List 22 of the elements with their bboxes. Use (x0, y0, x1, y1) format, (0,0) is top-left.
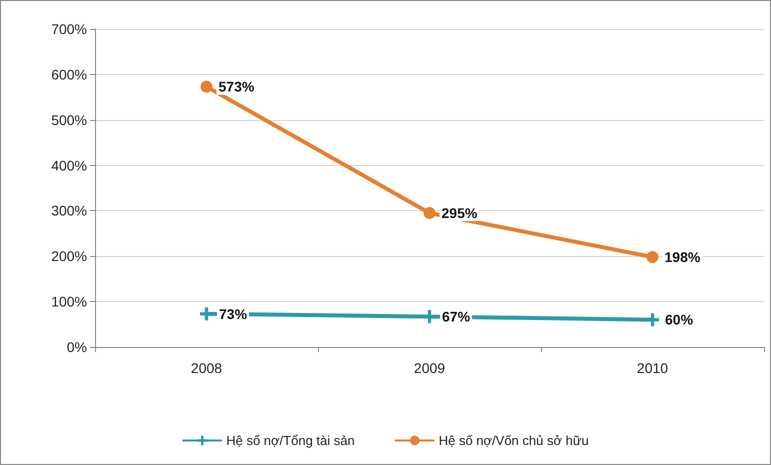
y-tick-label: 600% (51, 66, 87, 82)
data-label: 198% (664, 249, 701, 266)
x-tick-label: 2009 (414, 360, 446, 376)
y-tick-label: 400% (51, 157, 87, 174)
point (424, 206, 436, 219)
y-tick-label: 500% (51, 112, 87, 128)
data-label: 573% (218, 78, 255, 95)
x-tick-label: 2008 (190, 360, 222, 376)
x-tick-label: 2010 (636, 360, 668, 376)
data-label: 73% (219, 306, 248, 322)
point (646, 251, 658, 264)
y-tick-label: 200% (51, 248, 87, 264)
point (200, 80, 212, 93)
y-tick-label: 100% (51, 294, 87, 310)
y-tick-label: 300% (51, 202, 87, 219)
legend-label: Hệ số nợ/Tổng tài sản (226, 433, 355, 448)
legend-label: Hệ số nợ/Vốn chủ sở hữu (438, 433, 589, 448)
data-label: 295% (442, 204, 478, 221)
y-tick-label: 0% (66, 339, 87, 355)
y-tick-label: 700% (51, 21, 87, 37)
data-label: 60% (665, 312, 694, 328)
data-label: 67% (442, 308, 471, 325)
